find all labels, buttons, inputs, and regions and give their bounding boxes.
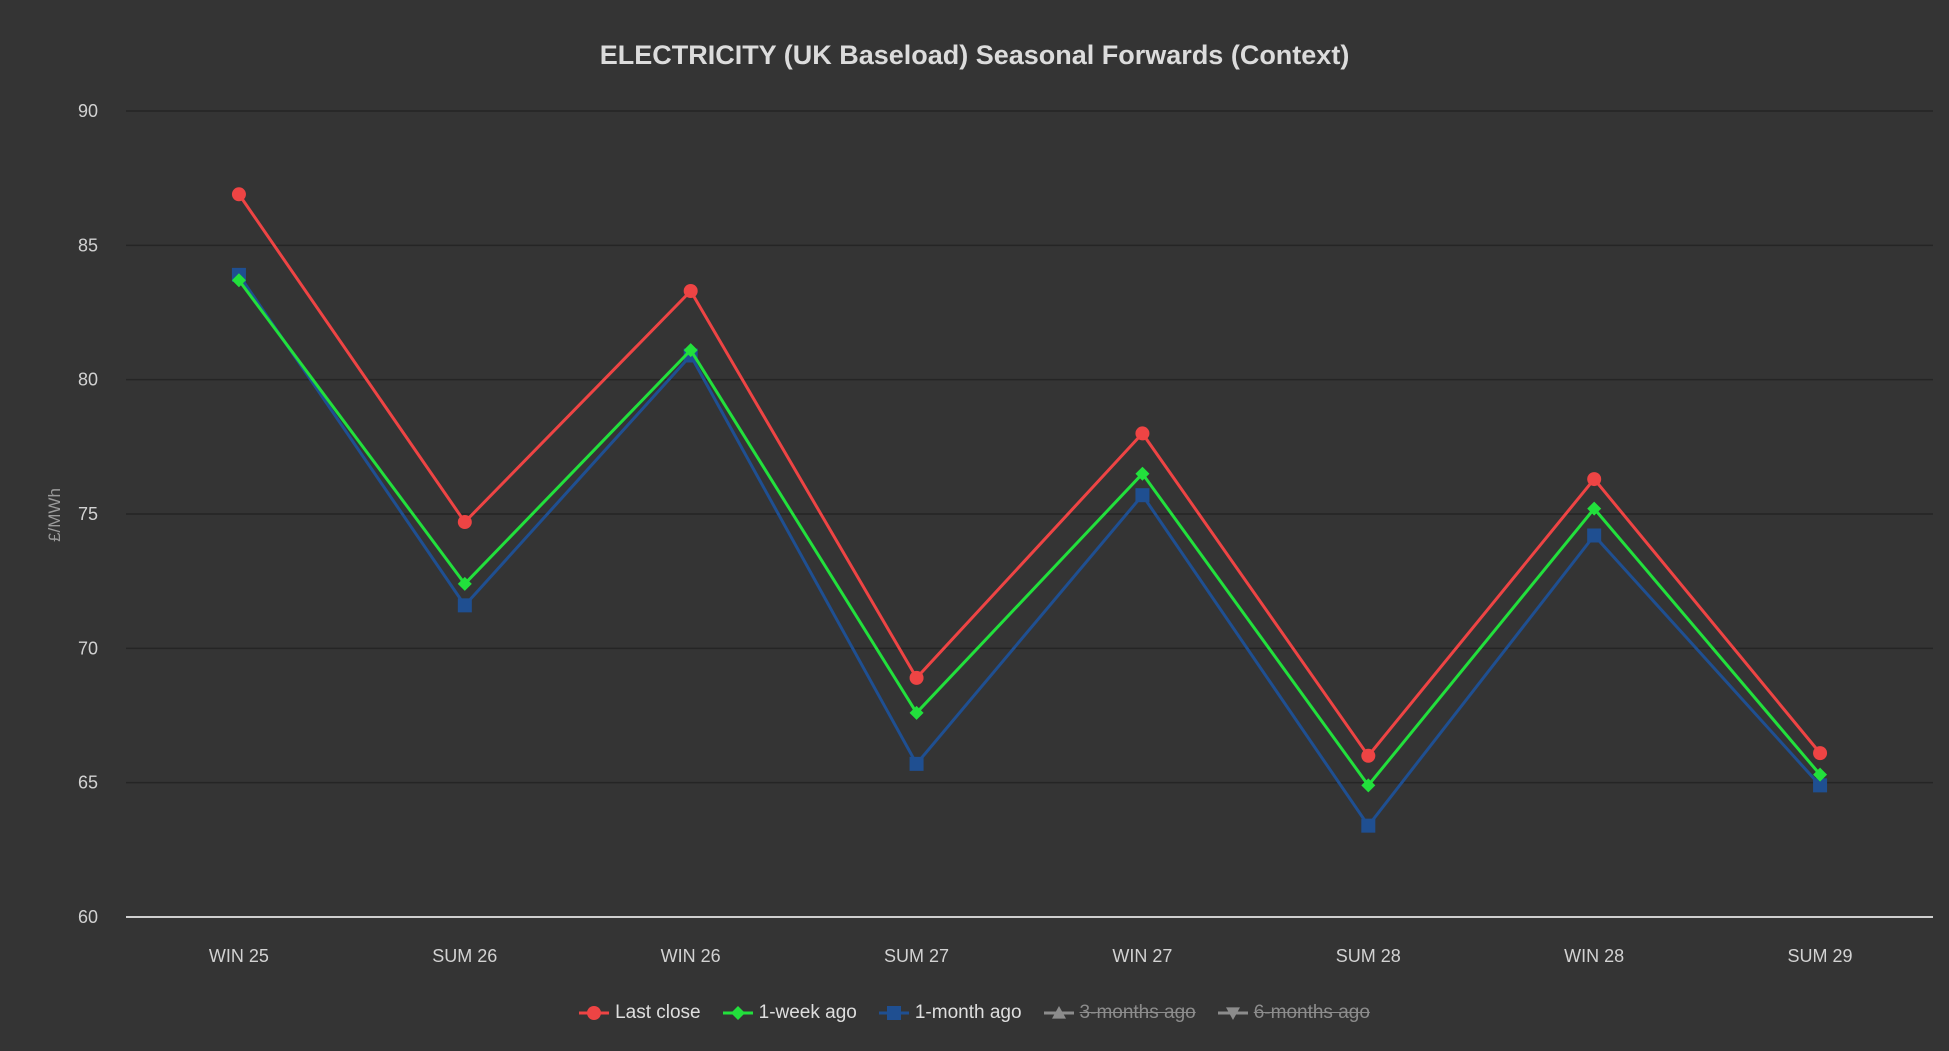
legend-label: 6-months ago: [1253, 1002, 1370, 1023]
legend-label: Last close: [615, 1002, 701, 1023]
chart-title: ELECTRICITY (UK Baseload) Seasonal Forwa…: [599, 40, 1350, 70]
y-tick-label: 75: [78, 504, 98, 524]
legend-label: 1-month ago: [914, 1002, 1022, 1023]
y-tick-label: 65: [78, 773, 98, 793]
legend-marker-3-months-ago: [1051, 1006, 1066, 1019]
data-point-1-month-ago: [1813, 778, 1828, 793]
data-point-1-week-ago: [231, 273, 246, 288]
data-point-last-close: [1135, 426, 1150, 441]
series-line-1-month-ago: [237, 274, 1822, 828]
y-tick-label: 80: [78, 370, 98, 390]
x-tick-label: SUM 26: [432, 946, 497, 966]
legend-marker-1-month-ago: [886, 1006, 901, 1020]
y-tick-label: 70: [78, 638, 98, 658]
legend-marker-last-close: [587, 1006, 602, 1020]
legend-item-1-week-ago[interactable]: 1-week ago: [722, 1002, 857, 1024]
data-point-last-close: [909, 670, 924, 685]
legend-marker-6-months-ago: [1225, 1007, 1240, 1020]
legend-marker-1-week-ago: [730, 1006, 745, 1020]
x-tick-label: WIN 27: [1112, 946, 1172, 966]
x-tick-label: WIN 25: [209, 946, 269, 966]
data-point-1-month-ago: [909, 756, 924, 771]
data-point-last-close: [1587, 472, 1602, 487]
chart-legend: Last close 1-week ago 1-month ago 3-months …: [0, 1002, 1949, 1024]
y-tick-label: 90: [78, 101, 98, 121]
data-point-1-week-ago: [1135, 466, 1150, 481]
data-point-1-month-ago: [1135, 488, 1150, 503]
legend-label: 1-week ago: [758, 1002, 857, 1023]
data-point-1-week-ago: [1813, 767, 1828, 782]
data-point-last-close: [457, 515, 472, 530]
x-tick-label: SUM 29: [1788, 946, 1853, 966]
data-point-1-week-ago: [1587, 501, 1602, 516]
x-tick-label: WIN 28: [1564, 946, 1624, 966]
legend-symbol-3-months-ago: [1043, 1006, 1074, 1019]
x-tick-label: SUM 27: [884, 946, 949, 966]
data-point-last-close: [1361, 748, 1376, 763]
legend-symbol-6-months-ago: [1217, 1007, 1248, 1020]
x-tick-label: SUM 28: [1336, 946, 1401, 966]
data-point-last-close: [231, 187, 246, 202]
data-point-last-close: [1813, 746, 1828, 761]
data-point-1-week-ago: [457, 576, 472, 591]
y-tick-label: 85: [78, 235, 98, 255]
series-line-last-close: [237, 193, 1822, 758]
data-point-1-month-ago: [1361, 818, 1376, 833]
legend-label: 3-months ago: [1079, 1002, 1196, 1023]
legend-symbol-1-week-ago: [722, 1006, 753, 1020]
data-point-1-week-ago: [909, 705, 924, 720]
legend-item-6-months-ago[interactable]: 6-months ago: [1217, 1002, 1370, 1024]
x-tick-label: WIN 26: [661, 946, 721, 966]
data-point-1-week-ago: [1361, 778, 1376, 793]
y-tick-label: 60: [78, 907, 98, 927]
series-line-1-week-ago: [237, 279, 1822, 787]
legend-item-3-months-ago[interactable]: 3-months ago: [1043, 1002, 1196, 1024]
legend-item-last-close[interactable]: Last close: [579, 1002, 701, 1024]
legend-symbol-1-month-ago: [878, 1006, 909, 1020]
legend-symbol-last-close: [579, 1006, 610, 1020]
data-point-1-month-ago: [457, 598, 472, 613]
data-point-1-week-ago: [683, 343, 698, 358]
data-point-1-month-ago: [1587, 528, 1602, 543]
data-point-last-close: [683, 284, 698, 299]
legend-item-1-month-ago[interactable]: 1-month ago: [878, 1002, 1022, 1024]
